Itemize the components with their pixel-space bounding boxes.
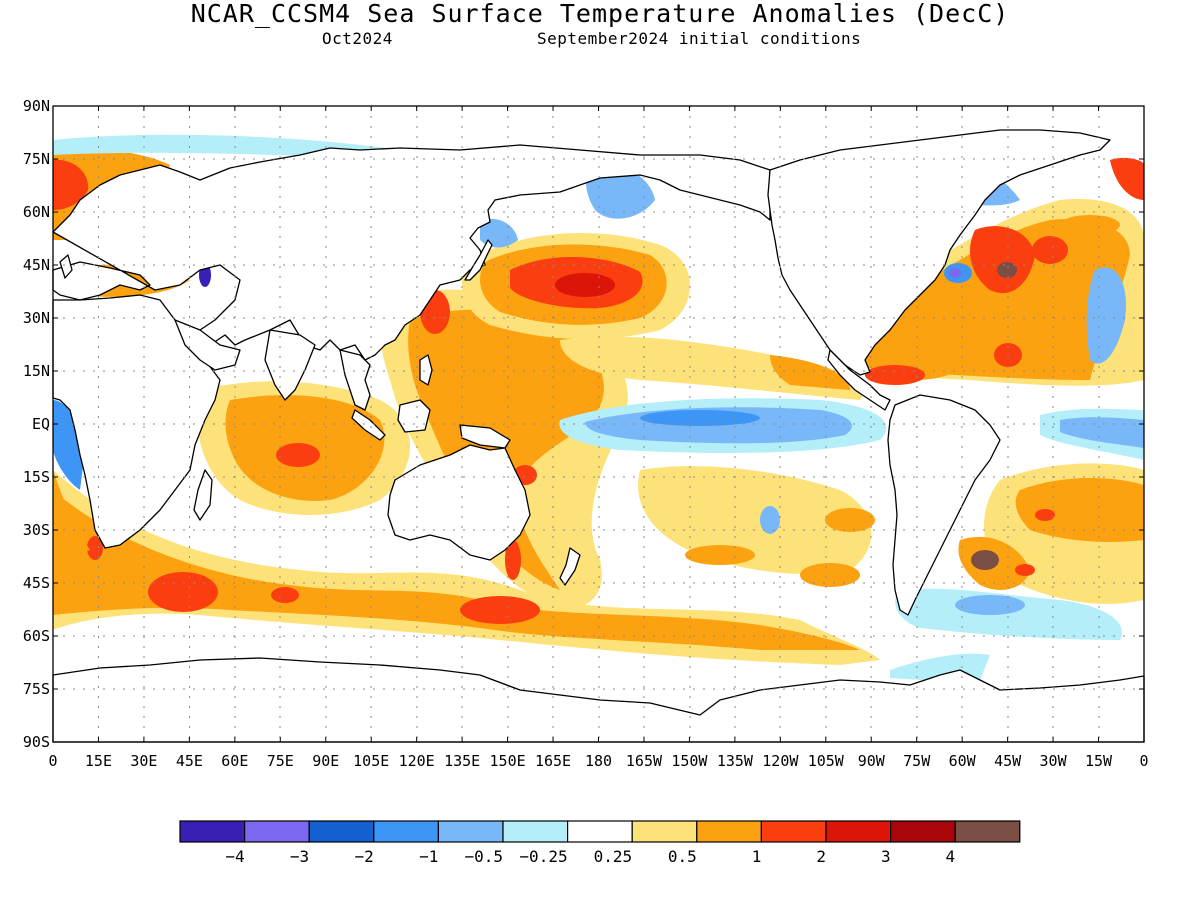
lon-label: 135E <box>444 752 480 770</box>
colorbar-labels: −4 −3 −2 −1 −0.5 −0.25 0.25 0.5 1 2 3 4 <box>225 847 955 866</box>
north-atlantic-warm-region <box>840 199 1144 386</box>
colorbar-swatch <box>308 820 375 843</box>
new-zealand-outline <box>559 547 581 586</box>
lon-label: 165E <box>535 752 571 770</box>
lat-label: 90S <box>23 733 50 751</box>
india-outline <box>264 329 316 401</box>
lon-label: 180 <box>585 752 612 770</box>
lon-label: 75W <box>903 752 931 770</box>
colorbar-label: −0.25 <box>519 847 567 866</box>
lat-label: 45S <box>23 574 50 592</box>
lat-label: 15S <box>23 468 50 486</box>
colorbar-swatch <box>566 820 633 843</box>
lon-label: 120E <box>399 752 435 770</box>
lon-label: 45W <box>994 752 1022 770</box>
lat-label: 75S <box>23 680 50 698</box>
colorbar-swatch <box>825 820 892 843</box>
madagascar-outline <box>193 469 213 521</box>
lon-label: 60W <box>949 752 977 770</box>
colorbar-swatch <box>373 820 439 843</box>
north-america-outline <box>767 129 1111 376</box>
forecast-month: Oct2024 <box>322 29 393 48</box>
uk-outline <box>59 254 73 279</box>
axis-ticks <box>52 105 1145 743</box>
lon-label: 90W <box>858 752 886 770</box>
lon-label: 0 <box>48 752 57 770</box>
philippines-outline <box>419 354 433 386</box>
colorbar-label: −2 <box>355 847 374 866</box>
lon-label: 105W <box>808 752 845 770</box>
north-pacific-warm-region <box>461 233 690 340</box>
colorbar-label: 2 <box>816 847 826 866</box>
japan-outline <box>464 239 493 281</box>
lat-label: 30N <box>23 309 50 327</box>
arabia-outline <box>174 319 241 371</box>
colorbar-swatch <box>179 820 246 843</box>
lat-label: 75N <box>23 150 50 168</box>
lat-label: 60N <box>23 203 50 221</box>
south-pacific-warm-patches <box>638 466 875 587</box>
colorbar-swatch <box>760 820 827 843</box>
continents <box>52 129 1145 743</box>
colorbar-label: −4 <box>225 847 244 866</box>
equatorial-atlantic-cool-region <box>1040 408 1144 460</box>
lon-label: 75E <box>267 752 294 770</box>
tropical-north-pacific-warm-band <box>560 336 863 400</box>
colorbar-label: −1 <box>419 847 438 866</box>
equatorial-pacific-cold-tongue <box>559 398 887 453</box>
colorbar-swatch <box>889 820 956 843</box>
south-atlantic-warm-region <box>895 463 1144 640</box>
colorbar-label: 0.25 <box>594 847 633 866</box>
australia-outline <box>387 444 531 561</box>
central-america-outline <box>827 349 891 411</box>
se-asia-outline <box>339 349 371 411</box>
map-title: NCAR_CCSM4 Sea Surface Temperature Anoma… <box>190 0 1010 28</box>
latitude-labels: 90N 75N 60N 45N 30N 15N EQ 15S 30S 45S 60S 75S 90S <box>23 97 50 751</box>
colorbar-swatch <box>502 820 569 843</box>
lon-label: 150W <box>671 752 708 770</box>
lat-label: EQ <box>32 415 50 433</box>
lon-label: 165W <box>626 752 663 770</box>
borneo-outline <box>397 399 431 433</box>
lon-label: 0 <box>1139 752 1148 770</box>
lon-label: 90E <box>312 752 339 770</box>
colorbar-label: −3 <box>290 847 309 866</box>
lon-label: 60E <box>221 752 248 770</box>
lat-label: 60S <box>23 627 50 645</box>
graticule <box>53 106 1144 742</box>
lon-label: 120W <box>762 752 799 770</box>
lon-label: 150E <box>490 752 526 770</box>
colorbar-swatch <box>631 820 698 843</box>
colorbar-label: −0.5 <box>464 847 503 866</box>
lon-label: 105E <box>353 752 389 770</box>
lon-label: 15W <box>1085 752 1113 770</box>
sumatra-outline <box>351 409 386 441</box>
colorbar-label: 4 <box>946 847 956 866</box>
lat-label: 15N <box>23 362 50 380</box>
colorbar-label: 1 <box>752 847 762 866</box>
colorbar-swatch <box>437 820 504 843</box>
lon-label: 15E <box>85 752 112 770</box>
south-america-outline <box>887 394 1001 616</box>
lat-label: 45N <box>23 256 50 274</box>
lon-label: 30E <box>130 752 157 770</box>
southern-ocean-warm-region <box>53 470 880 665</box>
colorbar-swatch <box>954 820 1021 843</box>
lon-label: 30W <box>1040 752 1068 770</box>
initial-conditions-label: September2024 initial conditions <box>537 29 862 48</box>
colorbar <box>179 820 1021 843</box>
colorbar-label: 0.5 <box>668 847 697 866</box>
lat-label: 30S <box>23 521 50 539</box>
lon-label: 45E <box>176 752 203 770</box>
antarctica-outline <box>52 657 1145 743</box>
colorbar-label: 3 <box>881 847 891 866</box>
longitude-labels: 0 15E 30E 45E 60E 75E 90E 105E 120E 135E 150E 165E 1… <box>48 752 1148 770</box>
lat-label: 90N <box>23 97 50 115</box>
colorbar-swatch <box>244 820 310 843</box>
colorbar-swatch <box>696 820 762 843</box>
eurasia-africa-outline <box>52 144 771 361</box>
lon-label: 135W <box>717 752 754 770</box>
